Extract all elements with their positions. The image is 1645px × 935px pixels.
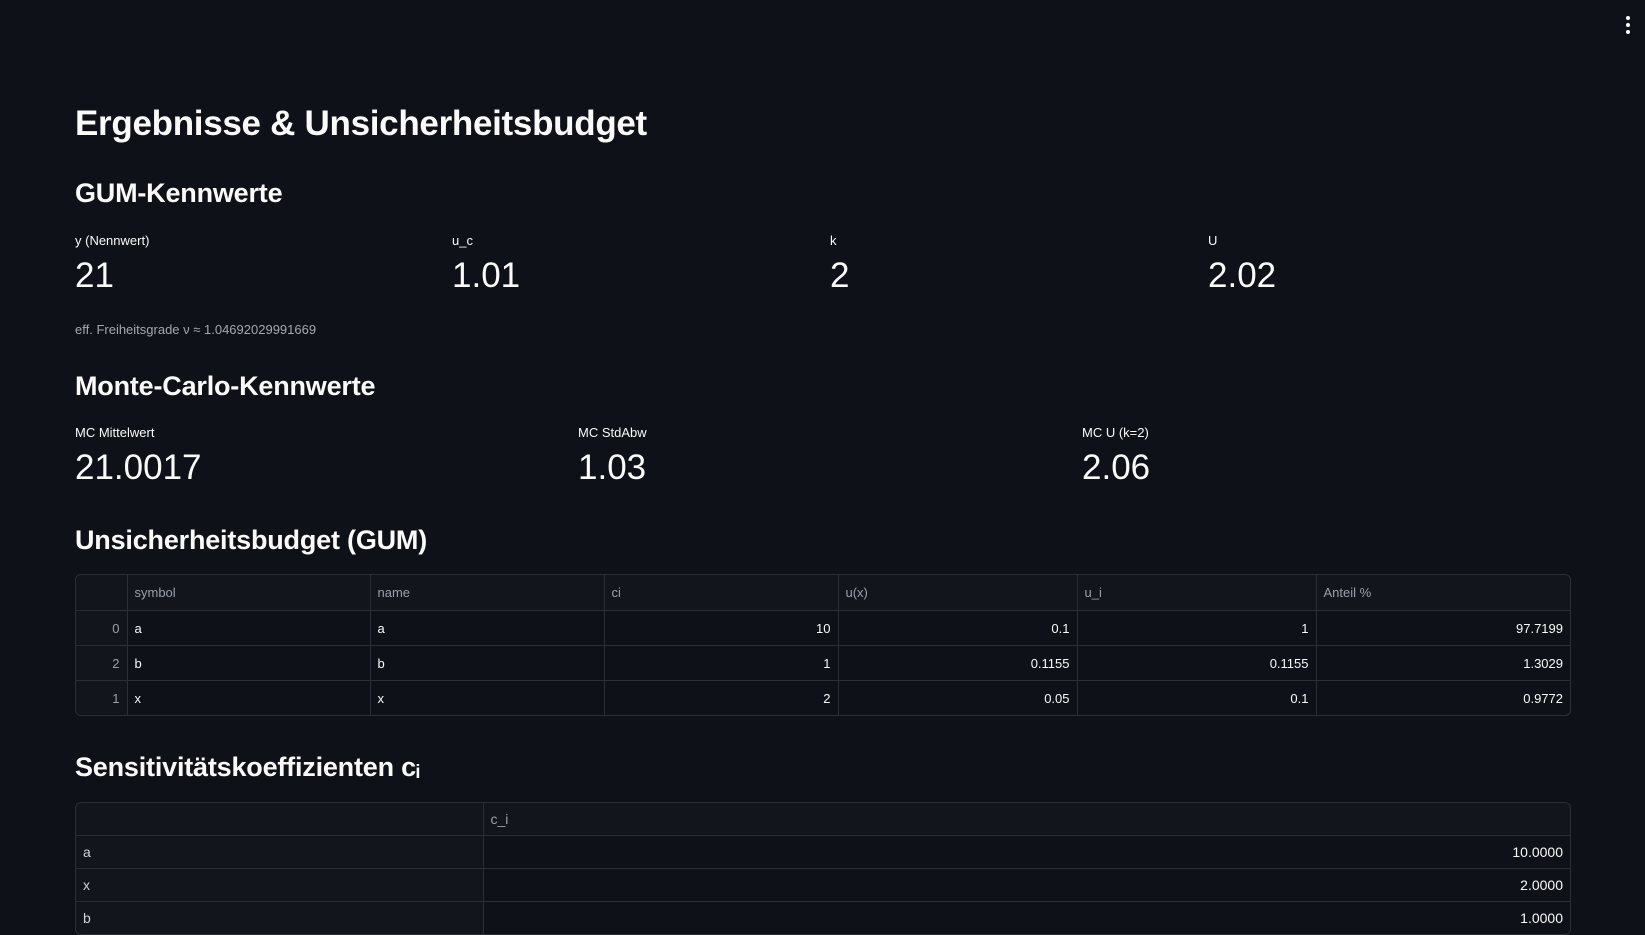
metric-uc: u_c 1.01	[452, 233, 520, 296]
table-row: 2 b b 1 0.1155 0.1155 1.3029	[76, 645, 1570, 681]
mc-heading: Monte-Carlo-Kennwerte	[75, 371, 376, 401]
cell-name[interactable]: a	[370, 610, 605, 646]
metric-label: MC StdAbw	[578, 425, 647, 440]
metric-value: 21	[75, 256, 114, 295]
sensitivity-heading: Sensitivitätskoeffizienten cᵢ	[75, 752, 420, 782]
metric-label: U	[1208, 233, 1218, 248]
menu-dot-icon	[1626, 30, 1630, 34]
budget-table[interactable]: symbol name ci u(x) u_i Anteil % 0 a a 1…	[75, 574, 1571, 716]
table-header-row: symbol name ci u(x) u_i Anteil %	[76, 575, 1570, 611]
cell-anteil[interactable]: 97.7199	[1316, 610, 1570, 646]
metric-label: u_c	[452, 233, 473, 248]
column-header-index[interactable]	[76, 803, 484, 836]
metric-mc-mean: MC Mittelwert 21.0017	[75, 425, 202, 488]
table-row: a 10.0000	[76, 835, 1570, 869]
table-row: 1 x x 2 0.05 0.1 0.9772	[76, 680, 1570, 715]
column-header-anteil[interactable]: Anteil %	[1316, 575, 1570, 611]
metric-value: 1.03	[578, 448, 647, 487]
main-menu-button[interactable]	[1625, 16, 1631, 34]
cell-ci[interactable]: 2	[604, 680, 839, 715]
cell-anteil[interactable]: 1.3029	[1316, 645, 1570, 681]
row-label[interactable]: a	[76, 835, 484, 869]
metric-label: y (Nennwert)	[75, 233, 150, 248]
row-label[interactable]: x	[76, 868, 484, 902]
cell-symbol[interactable]: x	[127, 680, 371, 715]
menu-dot-icon	[1626, 16, 1630, 20]
metric-nennwert: y (Nennwert) 21	[75, 233, 149, 296]
row-index[interactable]: 0	[76, 610, 128, 646]
metric-label: MC U (k=2)	[1082, 425, 1149, 440]
cell-ci[interactable]: 10.0000	[483, 835, 1570, 869]
cell-name[interactable]: x	[370, 680, 605, 715]
row-label[interactable]: b	[76, 901, 484, 934]
metric-label: k	[830, 233, 837, 248]
table-header-row: c_i	[76, 803, 1570, 836]
cell-ci[interactable]: 2.0000	[483, 868, 1570, 902]
column-header-ci[interactable]: c_i	[483, 803, 1570, 836]
metric-value: 1.01	[452, 256, 521, 295]
cell-anteil[interactable]: 0.9772	[1523, 690, 1563, 706]
table-row: 0 a a 10 0.1 1 97.7199	[76, 610, 1570, 646]
cell-ui[interactable]: 1	[1077, 610, 1317, 646]
cell-ui[interactable]: 0.1155	[1077, 645, 1317, 681]
cell-ux[interactable]: 0.05	[838, 680, 1078, 715]
menu-dot-icon	[1626, 23, 1630, 27]
metric-value: 2.06	[1082, 448, 1151, 487]
gum-heading: GUM-Kennwerte	[75, 178, 283, 208]
column-header-index[interactable]	[76, 575, 128, 611]
metric-U: U 2.02	[1208, 233, 1276, 296]
column-header-ci[interactable]: ci	[604, 575, 839, 611]
table-row: x 2.0000	[76, 868, 1570, 902]
cell-ui[interactable]: 0.1	[1077, 680, 1317, 715]
row-index[interactable]: 2	[76, 645, 128, 681]
degrees-of-freedom-caption: eff. Freiheitsgrade ν ≈ 1.04692029991669	[75, 322, 317, 337]
cell-ci[interactable]: 10	[604, 610, 839, 646]
metric-value: 2	[830, 256, 850, 295]
column-header-name[interactable]: name	[370, 575, 605, 611]
column-header-ux[interactable]: u(x)	[838, 575, 1078, 611]
cell-name[interactable]: b	[370, 645, 605, 681]
metric-value: 2.02	[1208, 256, 1277, 295]
metric-value: 21.0017	[75, 448, 202, 487]
cell-ci[interactable]: 1.0000	[1520, 910, 1563, 926]
cell-symbol[interactable]: b	[127, 645, 371, 681]
sensitivity-table[interactable]: c_i a 10.0000 x 2.0000 b 1.0000	[75, 802, 1571, 935]
metric-mc-U: MC U (k=2) 2.06	[1082, 425, 1150, 488]
cell-ci[interactable]: 1	[604, 645, 839, 681]
column-header-ui[interactable]: u_i	[1077, 575, 1317, 611]
column-header-symbol[interactable]: symbol	[127, 575, 371, 611]
metric-k: k 2	[830, 233, 849, 296]
cell-ux[interactable]: 0.1	[838, 610, 1078, 646]
page-title: Ergebnisse & Unsicherheitsbudget	[75, 104, 647, 143]
table-row: b 1.0000	[76, 901, 1570, 934]
metric-label: MC Mittelwert	[75, 425, 155, 440]
metric-mc-std: MC StdAbw 1.03	[578, 425, 647, 488]
cell-symbol[interactable]: a	[127, 610, 371, 646]
budget-heading: Unsicherheitsbudget (GUM)	[75, 525, 428, 555]
cell-ux[interactable]: 0.1155	[838, 645, 1078, 681]
row-index[interactable]: 1	[76, 680, 128, 715]
